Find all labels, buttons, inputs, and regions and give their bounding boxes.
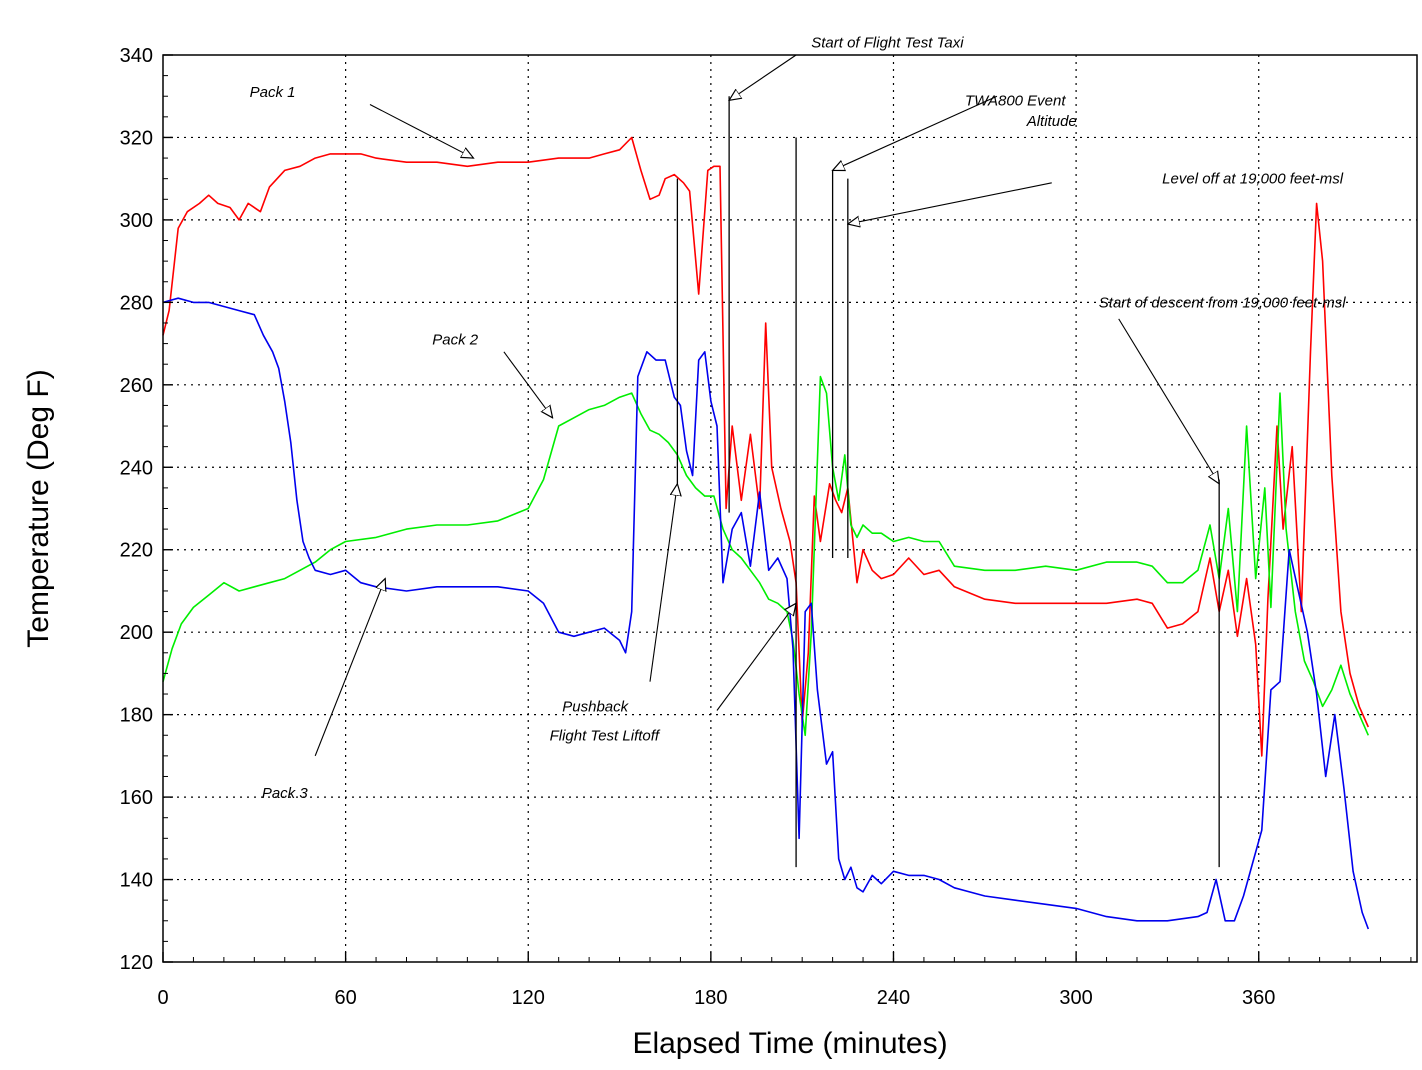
series-line-1 xyxy=(162,136,1370,757)
y-tick-label: 200 xyxy=(120,622,153,644)
x-axis-title: Elapsed Time (minutes) xyxy=(632,1027,947,1060)
annotation-label: Pack 2 xyxy=(432,331,479,348)
annotation-label: Start of descent from 19,000 feet-msl xyxy=(1099,294,1346,311)
annotation-arrow xyxy=(833,95,998,170)
x-tick-label: 60 xyxy=(334,987,356,1009)
annotation-label: Pushback xyxy=(562,698,629,715)
series-line-3 xyxy=(162,297,1370,930)
x-tick-label: 0 xyxy=(157,987,168,1009)
annotation-arrow xyxy=(369,103,473,158)
annotation-label: Start of Flight Test Taxi xyxy=(811,35,964,52)
annotation-arrow xyxy=(1118,318,1219,484)
y-tick-label: 180 xyxy=(120,705,153,727)
y-tick-label: 340 xyxy=(120,45,153,67)
annotation-label: Level off at 19,000 feet-msl xyxy=(1162,171,1344,188)
series-lines xyxy=(162,136,1370,930)
y-axis-title: Temperature (Deg F) xyxy=(22,369,55,647)
annotation-label: Pack 1 xyxy=(250,84,296,101)
annotation-arrow xyxy=(848,182,1052,224)
y-tick-label: 140 xyxy=(120,870,153,892)
series-line-2 xyxy=(162,375,1370,737)
annotation-label: TWA800 Event xyxy=(965,92,1066,109)
x-tick-label: 120 xyxy=(512,987,545,1009)
y-tick-label: 280 xyxy=(120,292,153,314)
annotation-label: Flight Test Liftoff xyxy=(550,727,661,744)
annotation-arrow xyxy=(729,54,797,100)
y-tick-label: 220 xyxy=(120,540,153,562)
annotation-label: Altitude xyxy=(1026,113,1077,130)
annotation-arrow xyxy=(314,579,385,757)
x-tick-label: 300 xyxy=(1059,987,1092,1009)
annotation-arrow xyxy=(649,484,677,682)
y-tick-label: 300 xyxy=(120,210,153,232)
annotations: Pack 1 Pack 2 Pack 3 Start of Flight Test T… xyxy=(250,35,1346,868)
y-tick-label: 240 xyxy=(120,457,153,479)
x-tick-label: 240 xyxy=(877,987,910,1009)
annotation-label: Pack 3 xyxy=(262,785,309,802)
y-tick-label: 120 xyxy=(120,952,153,974)
y-tick-label: 160 xyxy=(120,787,153,809)
x-tick-label: 180 xyxy=(694,987,727,1009)
grid-lines xyxy=(163,55,1417,962)
annotation-arrow xyxy=(503,351,553,418)
y-tick-label: 320 xyxy=(120,127,153,149)
y-tick-label: 260 xyxy=(120,375,153,397)
annotation-arrow xyxy=(716,603,796,711)
axis-ticks: 0 60 120 180 240 300 360 120 140 160 180 200 220 240 2… xyxy=(120,45,1412,1009)
x-tick-label: 360 xyxy=(1242,987,1275,1009)
